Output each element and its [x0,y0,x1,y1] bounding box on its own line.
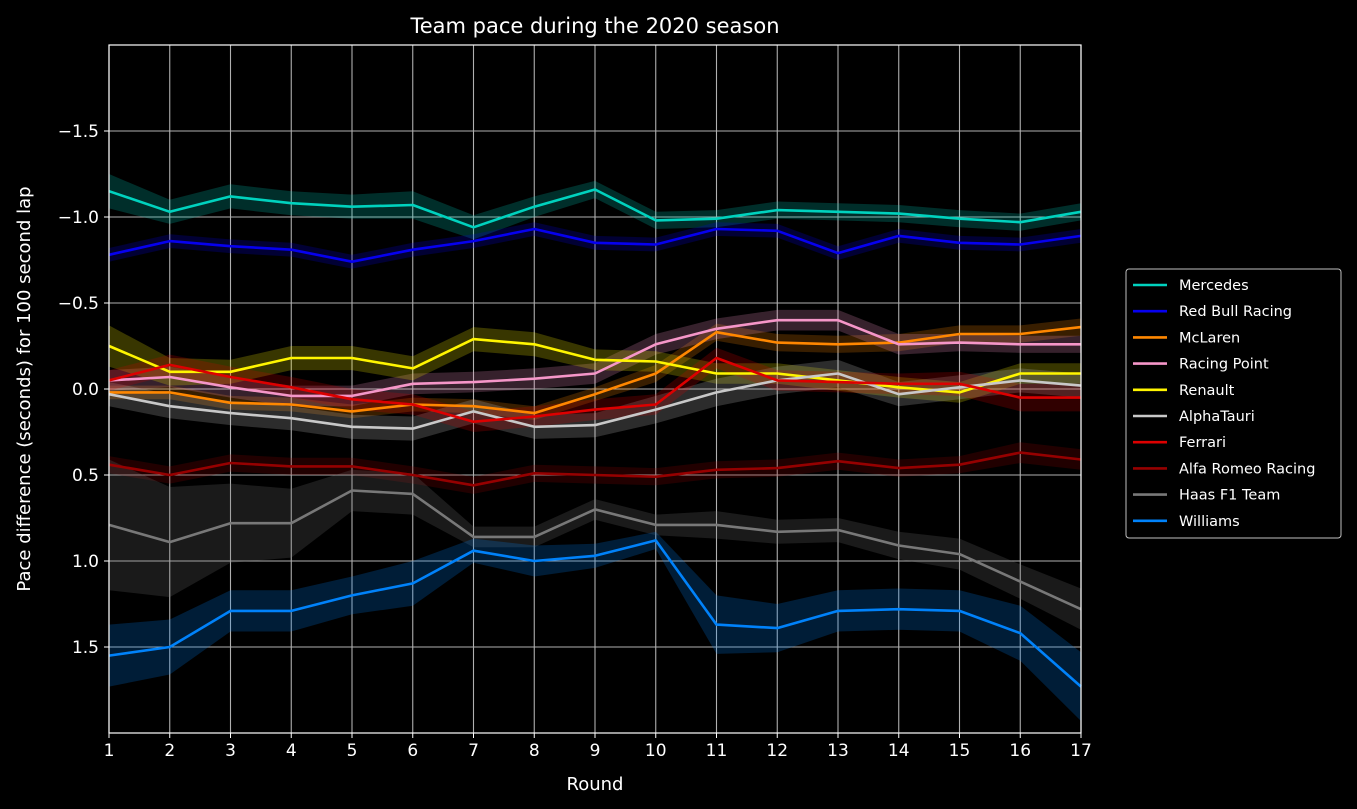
series-lines [108,188,1082,688]
legend: Mercedes Red Bull Racing McLaren Racing Poi… [1125,268,1342,539]
legend-label: Williams [1179,514,1240,530]
legend-label: Mercedes [1179,278,1249,294]
y-tick-label: 1.5 [72,638,99,658]
x-tick-label: 13 [827,741,849,761]
legend-label: Red Bull Racing [1179,304,1292,320]
band-renault [109,325,1081,403]
x-tick-label: 16 [1009,741,1031,761]
line-ferrari [108,356,1081,424]
band-red-bull-racing [109,222,1081,269]
legend-box [1125,268,1342,539]
chart-title: Team pace during the 2020 season [409,14,779,38]
legend-label: Alfa Romeo Racing [1179,461,1315,477]
x-tick-label: 7 [468,741,479,761]
x-tick-label: 14 [888,741,910,761]
band-haas-f1-team [109,459,1081,630]
y-tick-label: −1.5 [58,122,99,142]
x-axis-label: Round [567,774,624,795]
legend-label: McLaren [1179,330,1240,346]
y-tick-label: 0.5 [72,466,99,486]
line-mercedes [108,188,1082,229]
x-tick-label: 15 [949,741,971,761]
line-alfa-romeo-racing [108,451,1082,487]
x-tick-label: 4 [286,741,297,761]
line-racing-point [108,318,1081,398]
line-haas-f1-team [108,489,1082,611]
x-tick-label: 6 [407,741,418,761]
y-tick-label: 1.0 [72,552,99,572]
legend-label: Haas F1 Team [1179,488,1280,504]
line-mclaren [109,325,1082,415]
legend-label: Racing Point [1179,357,1269,373]
line-alphatauri [108,372,1082,430]
x-tick-label: 8 [529,741,540,761]
x-tick-label: 1 [104,741,115,761]
y-tick-label: 0.0 [72,380,99,400]
x-tick-label: 11 [706,741,728,761]
line-red-bull-racing [108,227,1082,264]
x-tick-label: 3 [225,741,236,761]
x-tick-label: 2 [164,741,175,761]
line-williams [108,539,1082,688]
y-tick-label: −0.5 [58,294,99,314]
legend-label: Renault [1179,383,1235,399]
legend-label: Ferrari [1179,435,1226,451]
band-mercedes [109,174,1081,240]
y-tick-label: −1.0 [58,208,99,228]
band-alfa-romeo-racing [109,442,1081,494]
x-tick-label: 9 [590,741,601,761]
line-renault [108,337,1081,394]
y-axis-label: Pace difference (seconds) for 100 second… [14,186,35,591]
x-tick-label: 12 [766,741,788,761]
legend-label: AlphaTauri [1179,409,1255,425]
axis-ticks: 1 2 3 4 5 6 7 8 9 10 11 12 13 14 15 16 17−1.5−1.0−0.50.0… [58,122,1092,761]
x-tick-label: 17 [1070,741,1092,761]
band-williams [109,531,1081,721]
x-tick-label: 10 [645,741,667,761]
x-tick-label: 5 [347,741,358,761]
